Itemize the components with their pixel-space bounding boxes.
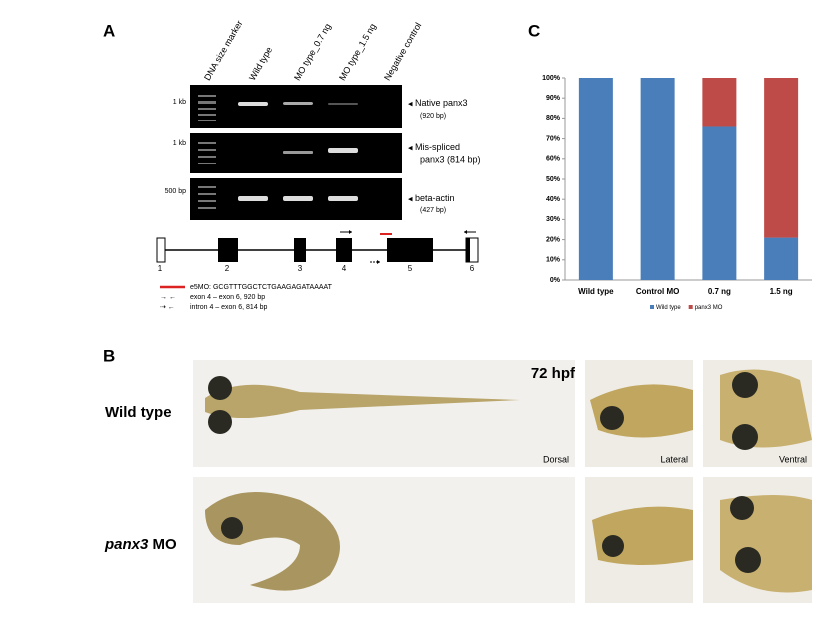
legend-text: intron 4 – exon 6, 814 bp	[190, 304, 268, 311]
band-size: panx3 (814 bp)	[420, 154, 481, 164]
panel-letter: B	[103, 346, 115, 365]
bar-segment	[640, 78, 675, 280]
band-label: Native panx3	[415, 98, 468, 108]
exon-number: 3	[298, 264, 303, 273]
lane-labels: DNA size marker Wild type MO type_0.7 ng MO…	[202, 19, 423, 82]
stage-label: 72 hpf	[531, 365, 576, 382]
legend-text: exon 4 – exon 6, 920 bp	[190, 294, 265, 301]
lane-label: MO type_0.7 ng	[292, 22, 333, 82]
legend-label: Wild type	[656, 305, 681, 311]
legend-arrows: ⇢ ←	[160, 304, 175, 311]
bands	[238, 102, 358, 201]
x-tick-label: Control MO	[636, 287, 680, 296]
y-tick-label: 10%	[546, 257, 561, 264]
band-label: ◂ Native panx3	[408, 98, 468, 108]
band-label: Mis-spliced	[415, 142, 460, 152]
y-tick-label: 50%	[546, 176, 561, 183]
y-tick-label: 100%	[542, 75, 561, 82]
view-label: Dorsal	[543, 454, 569, 464]
gels	[190, 85, 402, 220]
legend-text: e5MO: GCGTTTGGCTCTGAAGAGATAAAAT	[190, 284, 333, 291]
legend-swatch	[650, 305, 654, 309]
legend-arrows: → ←	[160, 294, 176, 301]
view-label: Ventral	[779, 454, 807, 464]
x-tick-label: Wild type	[578, 287, 614, 296]
band-label: ◂ Mis-spliced	[408, 142, 460, 152]
row-label: panx3 MO	[104, 536, 177, 553]
lane-label: Negative control	[382, 21, 423, 82]
primer-legend: e5MO: GCGTTTGGCTCTGAAGAGATAAAAT → ← exon…	[160, 284, 333, 311]
row-label: Wild type	[105, 404, 172, 421]
band-size: (920 bp)	[420, 113, 446, 120]
y-tick-label: 80%	[546, 115, 561, 122]
lane-label: Wild type	[247, 45, 274, 82]
y-tick-label: 40%	[546, 196, 561, 203]
exon-number: 1	[158, 264, 163, 273]
band-label: ◂ beta-actin	[408, 193, 455, 203]
bar-segment	[764, 237, 799, 280]
x-tick-label: 0.7 ng	[708, 287, 731, 296]
ladder	[198, 95, 216, 209]
gene-name: panx3	[104, 536, 149, 553]
marker-label: 500 bp	[165, 188, 187, 195]
band-label: beta-actin	[415, 193, 455, 203]
lane-label: MO type_1.5 ng	[337, 22, 378, 82]
lane-label: DNA size marker	[202, 19, 244, 82]
y-tick-label: 0%	[550, 277, 561, 284]
row-suffix: MO	[153, 536, 177, 553]
bar-segment	[702, 78, 737, 127]
view-label: Lateral	[660, 454, 688, 464]
exon-number: 5	[408, 264, 413, 273]
band-size: (427 bp)	[420, 207, 446, 214]
panel-letter: C	[528, 21, 540, 40]
gel	[190, 85, 402, 128]
marker-label: 1 kb	[173, 140, 186, 147]
x-tick-label: 1.5 ng	[770, 287, 793, 296]
y-tick-label: 70%	[546, 135, 561, 142]
exon-number: 4	[342, 264, 347, 273]
gene-diagram	[156, 230, 479, 264]
bar-segment	[578, 78, 613, 280]
y-tick-label: 20%	[546, 236, 561, 243]
panel-letter: A	[103, 21, 115, 40]
bar-segment	[764, 78, 799, 238]
y-tick-label: 30%	[546, 216, 561, 223]
marker-label: 1 kb	[173, 99, 186, 106]
legend-label: panx3 MO	[695, 305, 723, 311]
exon-labels: 1 2 3 4 5 6	[158, 264, 475, 273]
y-tick-label: 90%	[546, 95, 561, 102]
band-labels: ◂ Native panx3 (920 bp) ◂ Mis-spliced pa…	[408, 98, 481, 213]
exon-number: 6	[470, 264, 475, 273]
photos	[193, 360, 812, 603]
y-tick-label: 60%	[546, 156, 561, 163]
bar-segment	[702, 126, 737, 280]
legend-swatch	[688, 305, 693, 309]
exon-number: 2	[225, 264, 230, 273]
